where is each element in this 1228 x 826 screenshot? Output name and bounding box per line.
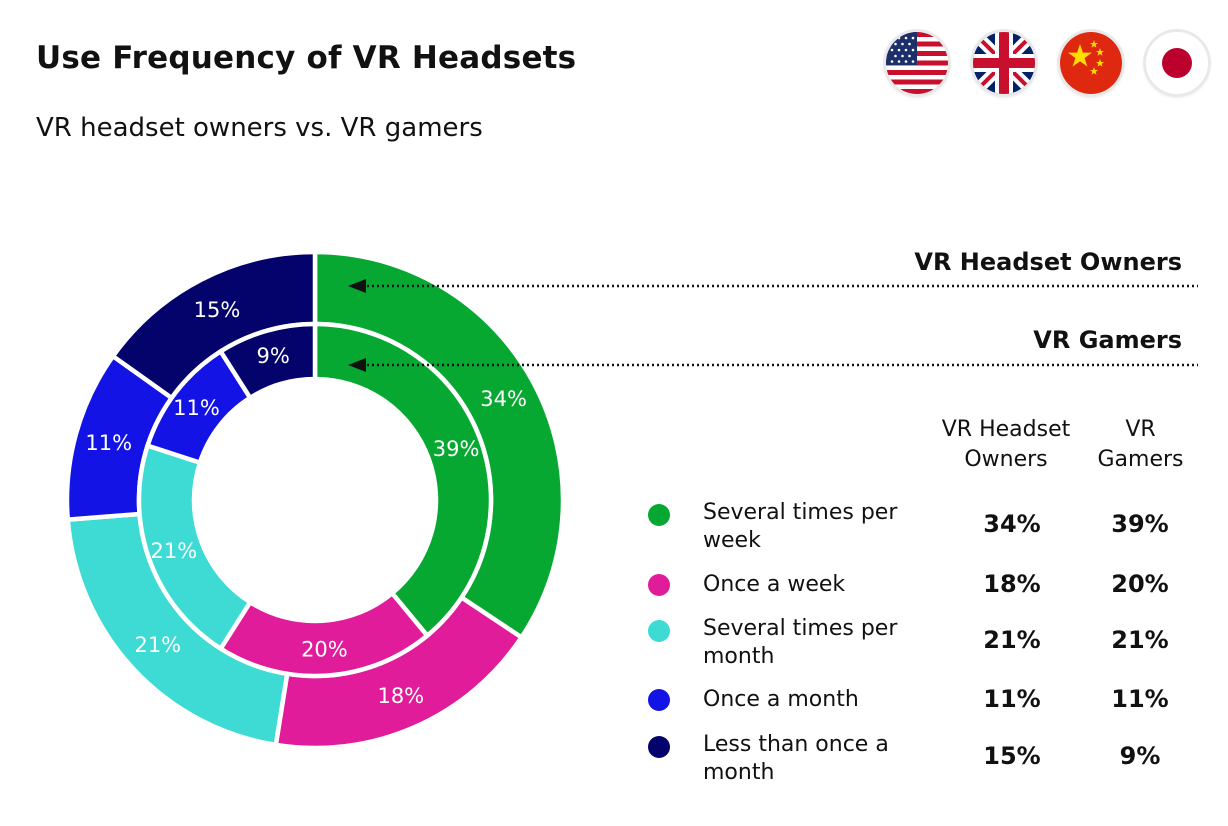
gamers-value: 39% — [1111, 510, 1169, 538]
inner-slice-several-times-per-week — [312, 321, 494, 639]
owners-value: 18% — [983, 570, 1041, 598]
page-title: Use Frequency of VR Headsets — [36, 40, 577, 76]
owners-pointer-arrow — [348, 279, 366, 293]
owners-ring-label: VR Headset Owners — [914, 248, 1182, 276]
legend-swatch — [648, 504, 670, 526]
legend-swatch — [648, 574, 670, 596]
owners-value: 34% — [983, 510, 1041, 538]
gamers-value: 9% — [1119, 742, 1161, 770]
column-header-owners: VR Headset Owners — [941, 417, 1071, 472]
gamers-value: 11% — [1111, 685, 1169, 713]
slice-labels: 34% 18% 21% 11% 15% 39% 20% 21% 11% 9% — [85, 298, 527, 708]
outer-ring-owners — [64, 249, 566, 751]
legend-label: Once a week — [703, 572, 846, 597]
legend-label: Several times per month — [703, 616, 898, 669]
owners-value: 21% — [983, 626, 1041, 654]
china-flag-icon[interactable] — [1060, 32, 1122, 94]
gamers-value: 20% — [1111, 570, 1169, 598]
inner-slice-label: 39% — [433, 437, 480, 461]
outer-slice-label: 21% — [134, 633, 181, 657]
page-subtitle: VR headset owners vs. VR gamers — [36, 113, 483, 143]
owners-value: 15% — [983, 742, 1041, 770]
gamers-ring-label: VR Gamers — [1033, 326, 1182, 354]
legend-label: Once a month — [703, 687, 859, 712]
gamers-pointer-arrow — [348, 358, 366, 372]
outer-slice-label: 15% — [194, 298, 241, 322]
owners-value: 11% — [983, 685, 1041, 713]
inner-slice-less-than-once-a-month — [217, 321, 318, 401]
outer-slice-label: 18% — [377, 684, 424, 708]
legend-swatch — [648, 689, 670, 711]
ring-pointers — [348, 279, 1198, 372]
legend-table: VR Headset Owners VR Gamers Several time… — [640, 415, 1210, 815]
japan-flag-icon[interactable] — [1146, 32, 1208, 94]
inner-slice-label: 21% — [151, 539, 198, 563]
outer-slice-label: 34% — [480, 387, 527, 411]
inner-slice-label: 9% — [256, 344, 289, 368]
legend-swatch — [648, 620, 670, 642]
legend-swatch — [648, 736, 670, 758]
inner-ring-gamers — [136, 321, 494, 679]
country-selector — [880, 32, 1210, 98]
us-flag-icon[interactable] — [886, 32, 948, 94]
outer-slice-label: 11% — [85, 431, 132, 455]
legend-label: Several times per week — [703, 500, 898, 553]
inner-slice-label: 11% — [173, 396, 220, 420]
column-header-gamers: VR Gamers — [1097, 417, 1184, 472]
inner-slice-label: 20% — [301, 638, 348, 662]
gamers-value: 21% — [1111, 626, 1169, 654]
legend-label: Less than once a month — [703, 732, 889, 785]
